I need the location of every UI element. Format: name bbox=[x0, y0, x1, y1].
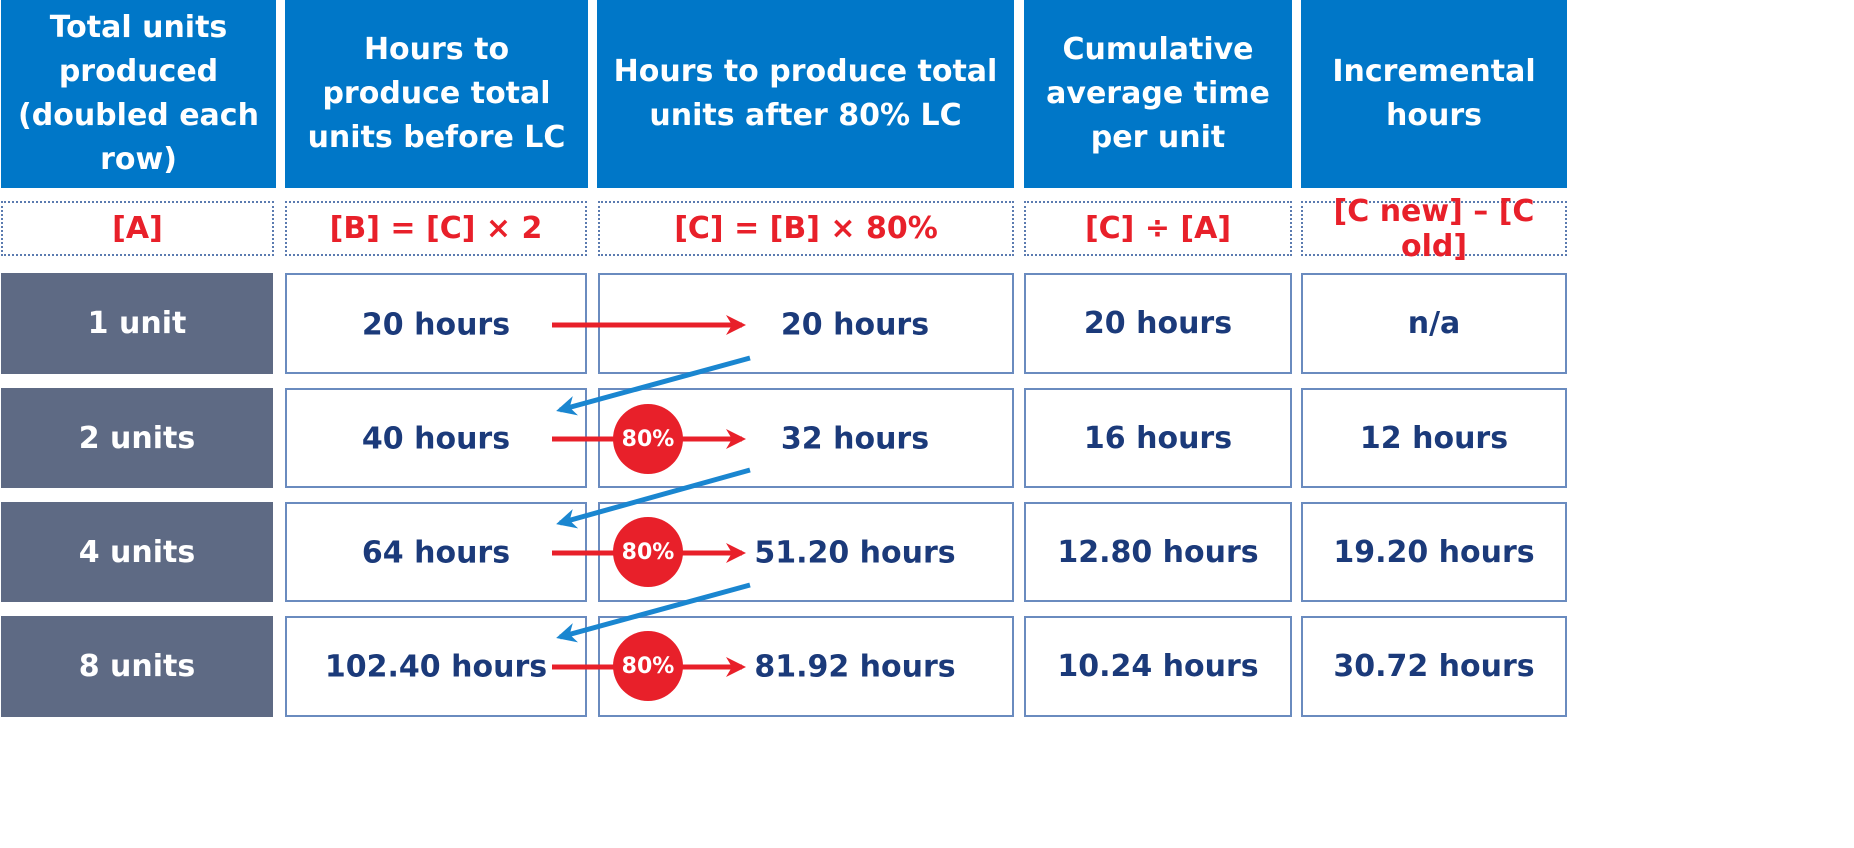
learning-curve-badge: 80% bbox=[613, 517, 683, 587]
blue-arrow bbox=[556, 582, 751, 643]
header-hours-after-lc: Hours to produce total units after 80% L… bbox=[597, 0, 1014, 188]
header-incremental-hours: Incremental hours bbox=[1301, 0, 1567, 188]
cell-incremental: 12 hours bbox=[1301, 388, 1567, 488]
cell-average: 20 hours bbox=[1024, 273, 1292, 374]
learning-curve-badge: 80% bbox=[613, 631, 683, 701]
row-label-units: 1 unit bbox=[1, 273, 273, 374]
row-label-units: 2 units bbox=[1, 388, 273, 488]
formula-a: [A] bbox=[1, 201, 274, 256]
formula-c: [C] = [B] × 80% bbox=[598, 201, 1014, 256]
hours-after-value: 51.20 hours bbox=[754, 535, 956, 571]
header-hours-before-lc: Hours to produce total units before LC bbox=[285, 0, 588, 188]
cell-incremental: 30.72 hours bbox=[1301, 616, 1567, 717]
row-label-units: 8 units bbox=[1, 616, 273, 717]
hours-after-value: 32 hours bbox=[780, 421, 930, 457]
cell-hours-before bbox=[285, 388, 587, 488]
blue-arrow bbox=[556, 467, 751, 529]
cell-hours-before bbox=[285, 502, 587, 602]
cell-average: 16 hours bbox=[1024, 388, 1292, 488]
header-cumulative-average: Cumulative average time per unit bbox=[1024, 0, 1292, 188]
cell-hours-after bbox=[598, 502, 1014, 602]
hours-before-value: 102.40 hours bbox=[324, 649, 548, 685]
cell-average: 10.24 hours bbox=[1024, 616, 1292, 717]
hours-before-value: 40 hours bbox=[361, 421, 511, 457]
formula-average: [C] ÷ [A] bbox=[1024, 201, 1292, 256]
learning-curve-badge: 80% bbox=[613, 404, 683, 474]
cell-incremental: n/a bbox=[1301, 273, 1567, 374]
hours-after-value: 20 hours bbox=[780, 307, 930, 343]
cell-incremental: 19.20 hours bbox=[1301, 502, 1567, 602]
blue-arrow bbox=[556, 355, 751, 416]
cell-hours-before bbox=[285, 616, 587, 717]
formula-b: [B] = [C] × 2 bbox=[285, 201, 587, 256]
row-label-units: 4 units bbox=[1, 502, 273, 602]
hours-after-value: 81.92 hours bbox=[754, 649, 956, 685]
hours-before-value: 64 hours bbox=[361, 535, 511, 571]
cell-average: 12.80 hours bbox=[1024, 502, 1292, 602]
cell-hours-before bbox=[285, 273, 587, 374]
header-total-units: Total units produced (doubled each row) bbox=[1, 0, 276, 188]
hours-before-value: 20 hours bbox=[361, 307, 511, 343]
